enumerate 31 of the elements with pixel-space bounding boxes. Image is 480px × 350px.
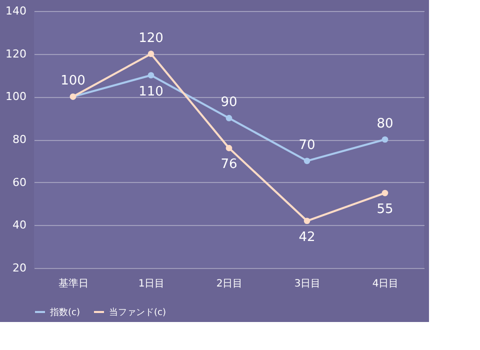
y-tick-label: 80 bbox=[12, 133, 26, 146]
x-tick-label: 2日目 bbox=[216, 278, 243, 290]
x-tick-label: 1日目 bbox=[138, 278, 165, 290]
data-label: 120 bbox=[138, 30, 164, 46]
x-tick-label: 4日目 bbox=[372, 278, 399, 290]
y-tick-label: 100 bbox=[6, 90, 26, 104]
data-label: 90 bbox=[220, 95, 238, 110]
data-label: 76 bbox=[220, 157, 238, 172]
legend-label: 当ファンド(c) bbox=[109, 307, 166, 318]
point bbox=[304, 218, 310, 224]
point bbox=[304, 158, 310, 164]
point bbox=[226, 114, 232, 122]
point bbox=[382, 190, 388, 196]
data-label: 42 bbox=[298, 230, 316, 245]
x-tick-label: 3日目 bbox=[294, 278, 321, 290]
y-tick-label: 20 bbox=[12, 262, 26, 274]
y-tick-label: 120 bbox=[6, 47, 26, 60]
y-tick-label: 140 bbox=[6, 4, 26, 18]
point bbox=[148, 72, 154, 78]
legend-label: 指数(c) bbox=[49, 307, 80, 318]
point bbox=[148, 50, 154, 57]
data-label: 100 bbox=[60, 74, 86, 89]
data-label: 55 bbox=[376, 202, 394, 218]
data-label: 80 bbox=[376, 116, 394, 132]
point bbox=[382, 136, 388, 143]
y-tick-label: 40 bbox=[12, 218, 26, 232]
y-tick-label: 60 bbox=[12, 176, 26, 189]
data-label: 70 bbox=[298, 138, 316, 153]
x-tick-label: 基準日 bbox=[58, 278, 88, 290]
data-label: 110 bbox=[138, 84, 164, 100]
point bbox=[226, 144, 232, 152]
